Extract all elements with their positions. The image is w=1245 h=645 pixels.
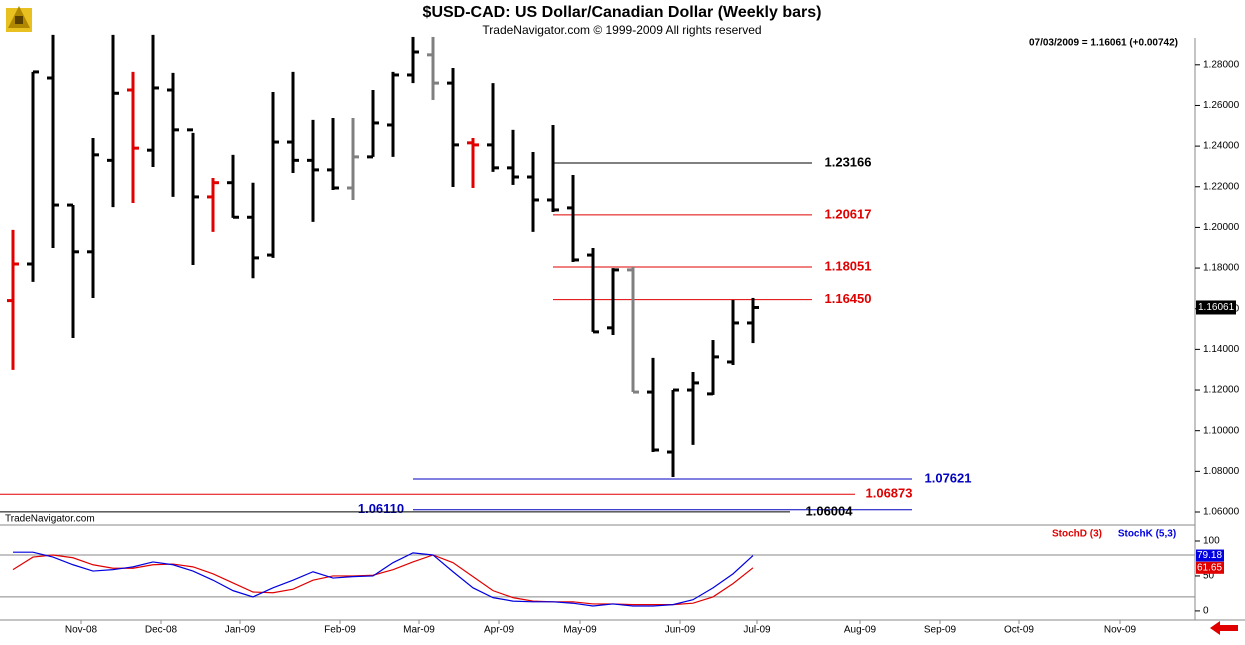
level-label: 1.06110 — [358, 501, 404, 516]
subtitle: TradeNavigator.com © 1999-2009 All right… — [482, 23, 761, 37]
watermark: TradeNavigator.com — [5, 514, 95, 525]
y-tick-label: 1.10000 — [1203, 425, 1240, 436]
level-label: 1.20617 — [825, 206, 872, 221]
x-tick-label: Mar-09 — [403, 625, 435, 636]
x-tick-label: Nov-09 — [1104, 625, 1137, 636]
y-tick-label: 1.28000 — [1203, 59, 1240, 70]
y-tick-label: 1.22000 — [1203, 181, 1240, 192]
stoch-tick-label: 0 — [1203, 606, 1209, 617]
x-tick-label: Oct-09 — [1004, 625, 1034, 636]
x-tick-label: May-09 — [563, 625, 597, 636]
legend-label: StochK (5,3) — [1118, 529, 1176, 540]
y-tick-label: 1.24000 — [1203, 141, 1240, 152]
info: 07/03/2009 = 1.16061 (+0.00742) — [1029, 38, 1178, 49]
stoch-value-label: 79.18 — [1197, 550, 1222, 561]
y-tick-label: 1.14000 — [1203, 344, 1240, 355]
y-tick-label: 1.06000 — [1203, 507, 1240, 518]
level-label: 1.23166 — [825, 154, 872, 169]
back-arrow[interactable] — [1210, 621, 1238, 635]
y-tick-label: 1.08000 — [1203, 466, 1240, 477]
x-tick-label: Jan-09 — [225, 625, 256, 636]
stoch-tick-label: 50 — [1203, 571, 1215, 582]
y-tick-label: 1.20000 — [1203, 222, 1240, 233]
stoch-value-label: 61.65 — [1197, 562, 1222, 573]
x-tick-label: Nov-08 — [65, 625, 98, 636]
x-tick-label: Apr-09 — [484, 625, 514, 636]
stoch-line — [13, 551, 754, 607]
stoch-value-box — [1196, 549, 1224, 562]
y-tick-label: 1.26000 — [1203, 100, 1240, 111]
x-tick-label: Dec-08 — [145, 625, 178, 636]
stoch-value-box — [1196, 561, 1224, 574]
legend-label: StochD (3) — [1052, 529, 1102, 540]
level-label: 1.06873 — [866, 486, 913, 501]
x-tick-label: Feb-09 — [324, 625, 356, 636]
level-label: 1.16450 — [825, 291, 872, 306]
stoch-tick-label: 100 — [1203, 536, 1220, 547]
chart-title: $USD-CAD: US Dollar/Canadian Dollar (Wee… — [423, 4, 822, 21]
stoch-line — [12, 554, 754, 606]
x-tick-label: Aug-09 — [844, 625, 877, 636]
level-label: 1.07621 — [925, 470, 972, 485]
y-tick-label: 1.12000 — [1203, 385, 1240, 396]
x-tick-label: Jul-09 — [743, 625, 771, 636]
x-tick-label: Jun-09 — [665, 625, 696, 636]
x-tick-label: Sep-09 — [924, 625, 957, 636]
logo — [6, 6, 32, 32]
last-price-box — [1196, 300, 1236, 315]
y-tick-label: 1.18000 — [1203, 263, 1240, 274]
level-label: 1.18051 — [825, 258, 872, 273]
level-label: 1.06004 — [806, 503, 854, 518]
last-price-label: 1.16061 — [1198, 302, 1235, 313]
